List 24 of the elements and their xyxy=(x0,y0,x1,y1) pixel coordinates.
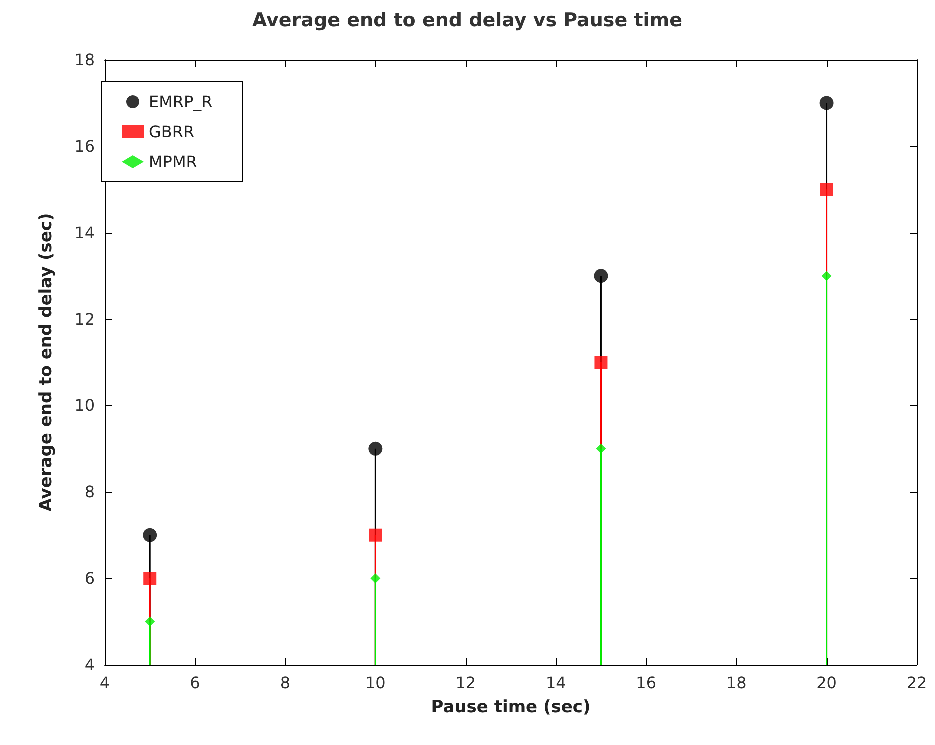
legend-label: EMRP_R xyxy=(149,92,213,112)
y-axis-title: Average end to end delay (sec) xyxy=(36,213,56,512)
x-tick-label: 14 xyxy=(546,674,566,692)
x-tick-label: 20 xyxy=(816,674,837,692)
y-tick-label: 6 xyxy=(84,569,95,588)
x-tick-label: 10 xyxy=(365,674,386,692)
x-axis-title: Pause time (sec) xyxy=(431,698,591,718)
chart-title: Average end to end delay vs Pause time xyxy=(252,10,682,32)
y-tick-label: 8 xyxy=(84,482,95,502)
y-tick-label: 14 xyxy=(74,223,95,242)
x-tick-label: 6 xyxy=(190,674,200,692)
y-tick-label: 12 xyxy=(74,310,95,329)
x-tick-label: 22 xyxy=(906,674,928,692)
y-tick-label: 18 xyxy=(74,50,95,70)
x-tick-label: 18 xyxy=(726,674,747,692)
x-tick-label: 12 xyxy=(456,674,476,692)
y-tick-label: 10 xyxy=(74,396,95,416)
x-tick-label: 8 xyxy=(280,674,291,692)
y-tick-label: 16 xyxy=(74,136,95,156)
legend-label: MPMR xyxy=(149,152,198,172)
x-tick-label: 16 xyxy=(636,674,657,692)
x-tick-label: 4 xyxy=(100,674,110,692)
y-tick-label: 4 xyxy=(84,656,95,674)
legend-label: GBRR xyxy=(149,122,195,142)
